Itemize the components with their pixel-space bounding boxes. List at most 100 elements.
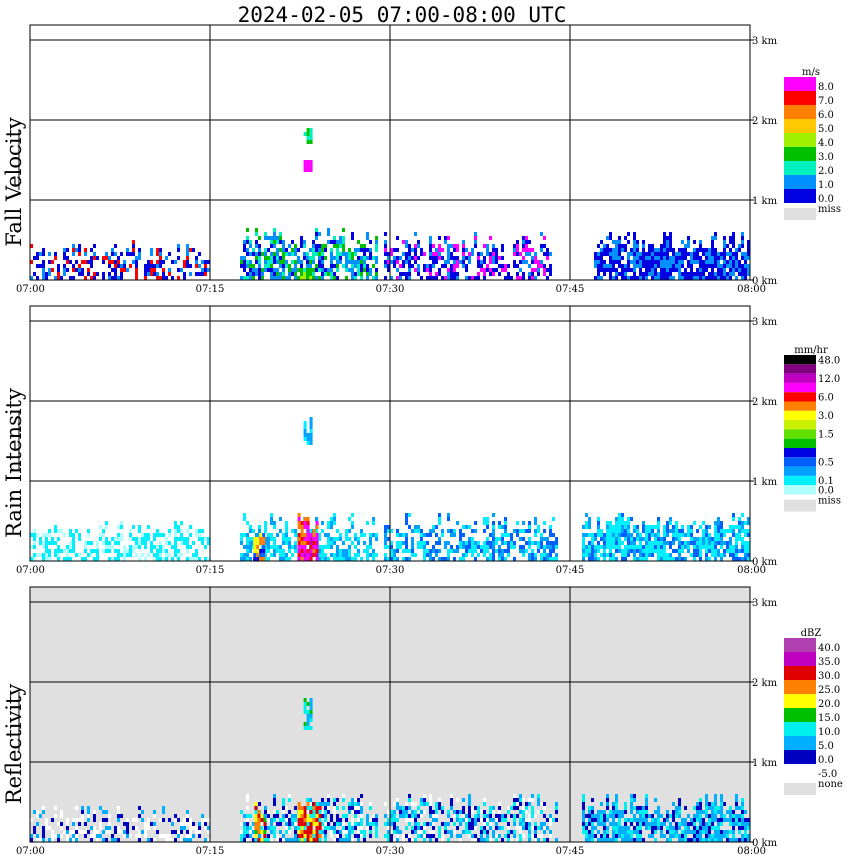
echo-cell	[432, 818, 435, 822]
echo-cell	[663, 248, 666, 252]
echo-cell	[732, 557, 735, 561]
echo-cell	[594, 533, 597, 537]
echo-cell	[477, 545, 480, 549]
echo-cell	[486, 268, 489, 272]
echo-cell	[534, 260, 537, 264]
echo-cell	[645, 533, 648, 537]
echo-cell	[387, 838, 390, 842]
echo-cell	[519, 794, 522, 798]
echo-cell	[705, 533, 708, 537]
echo-cell	[366, 232, 369, 236]
echo-cell	[648, 834, 651, 838]
echo-cell	[435, 802, 438, 806]
legend-label: 0.0	[818, 194, 834, 205]
echo-cell	[462, 830, 465, 834]
echo-cell	[339, 537, 342, 541]
echo-cell	[720, 830, 723, 834]
echo-cell	[348, 802, 351, 806]
echo-cell	[375, 537, 378, 541]
echo-cell	[657, 557, 660, 561]
echo-cell	[582, 525, 585, 529]
echo-cell	[654, 260, 657, 264]
echo-cell	[285, 521, 288, 525]
echo-cell	[450, 830, 453, 834]
plot-frame	[29, 586, 751, 843]
echo-cell	[333, 244, 336, 248]
echo-cell	[540, 541, 543, 545]
echo-cell	[675, 521, 678, 525]
echo-cell	[198, 533, 201, 537]
echo-cell	[600, 545, 603, 549]
echo-cell	[48, 533, 51, 537]
echo-cell	[333, 537, 336, 541]
echo-cell	[363, 838, 366, 842]
echo-cell	[276, 260, 279, 264]
echo-cell	[657, 529, 660, 533]
echo-cell	[132, 525, 135, 529]
echo-cell	[243, 838, 246, 842]
echo-cell	[513, 794, 516, 798]
echo-cell	[273, 244, 276, 248]
echo-cell	[264, 248, 267, 252]
echo-cell	[366, 557, 369, 561]
echo-cell	[258, 260, 261, 264]
echo-cell	[93, 557, 96, 561]
echo-cell	[306, 252, 309, 256]
echo-cell	[315, 244, 318, 248]
echo-cell	[471, 529, 474, 533]
echo-cell	[687, 276, 690, 280]
echo-cell	[495, 838, 498, 842]
echo-cell	[600, 553, 603, 557]
echo-cell	[279, 232, 282, 236]
echo-cell	[660, 260, 663, 264]
echo-cell	[333, 822, 336, 826]
echo-cell	[159, 549, 162, 553]
echo-cell	[582, 818, 585, 822]
echo-cell	[516, 521, 519, 525]
echo-cell	[387, 256, 390, 260]
echo-cell	[480, 810, 483, 814]
echo-cell	[726, 838, 729, 842]
echo-cell	[585, 822, 588, 826]
echo-cell	[741, 240, 744, 244]
echo-cell	[396, 806, 399, 810]
echo-cell	[240, 822, 243, 826]
echo-cell	[294, 529, 297, 533]
echo-cell	[297, 818, 301, 822]
echo-cell	[276, 549, 279, 553]
echo-cell	[549, 553, 552, 557]
echo-cell	[102, 549, 105, 553]
echo-cell	[36, 256, 39, 260]
echo-cell	[699, 264, 702, 268]
echo-cell	[720, 521, 723, 525]
echo-cell	[594, 818, 597, 822]
echo-cell	[357, 260, 360, 264]
echo-cell	[510, 276, 513, 280]
echo-cell	[450, 264, 453, 268]
echo-cell	[456, 276, 459, 280]
echo-cell	[606, 244, 609, 248]
echo-cell	[528, 826, 531, 830]
echo-cell	[648, 545, 651, 549]
echo-cell	[408, 256, 411, 260]
echo-cell	[393, 549, 396, 553]
echo-cell	[495, 252, 498, 256]
echo-cell	[681, 260, 684, 264]
echo-cell	[744, 529, 747, 533]
echo-cell	[420, 814, 423, 818]
echo-cell	[486, 537, 489, 541]
echo-cell	[603, 557, 606, 561]
echo-cell	[477, 810, 480, 814]
echo-cell	[738, 549, 741, 553]
echo-cell	[588, 549, 591, 553]
echo-cell	[396, 557, 399, 561]
echo-cell	[606, 814, 609, 818]
echo-cell	[495, 541, 498, 545]
echo-cell	[204, 272, 207, 276]
echo-cell	[342, 814, 345, 818]
echo-cell	[45, 822, 48, 826]
echo-cell	[393, 256, 396, 260]
echo-cell	[654, 838, 657, 842]
echo-cell	[315, 549, 319, 553]
echo-cell	[708, 272, 711, 276]
